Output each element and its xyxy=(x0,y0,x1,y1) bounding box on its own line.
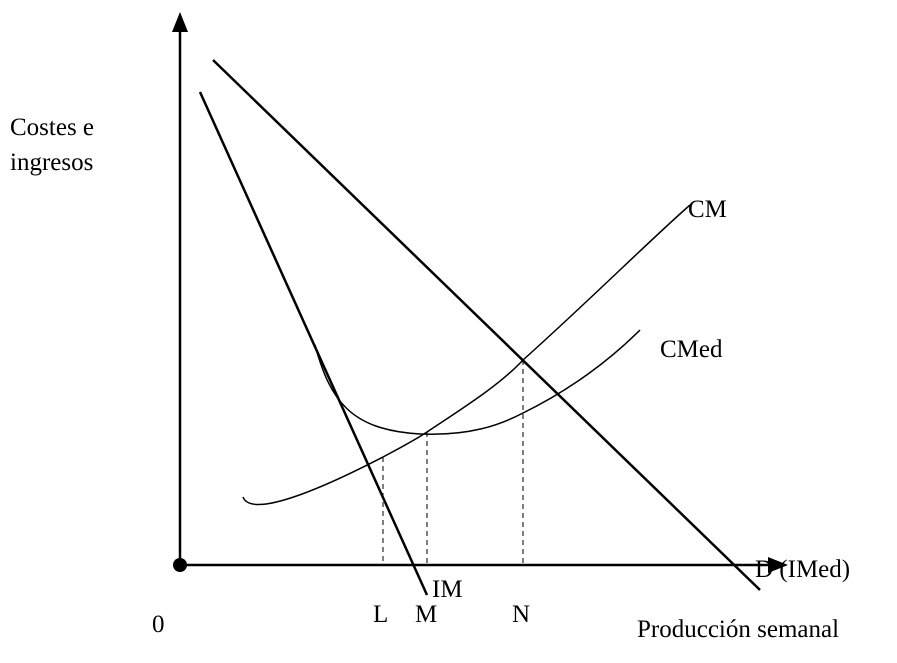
im-label: IM xyxy=(432,576,463,603)
point-label: L xyxy=(373,601,388,628)
cmed-curve xyxy=(314,329,641,435)
demand-line xyxy=(212,59,761,591)
im-line xyxy=(198,91,429,596)
origin-dot xyxy=(173,558,187,572)
origin-label: 0 xyxy=(152,611,165,638)
y-label: ingresos xyxy=(10,149,93,176)
cmed-label: CMed xyxy=(660,336,723,363)
y-label: Costes e xyxy=(10,114,94,141)
x-label: Producción semanal xyxy=(637,616,839,643)
point-label: M xyxy=(415,601,437,628)
y-arrow xyxy=(172,12,188,32)
point-label: N xyxy=(512,601,530,628)
cm-label: CM xyxy=(688,196,727,223)
x-arrow xyxy=(768,557,788,573)
demand-label: D (IMed) xyxy=(755,556,850,583)
cm-curve xyxy=(242,204,691,506)
